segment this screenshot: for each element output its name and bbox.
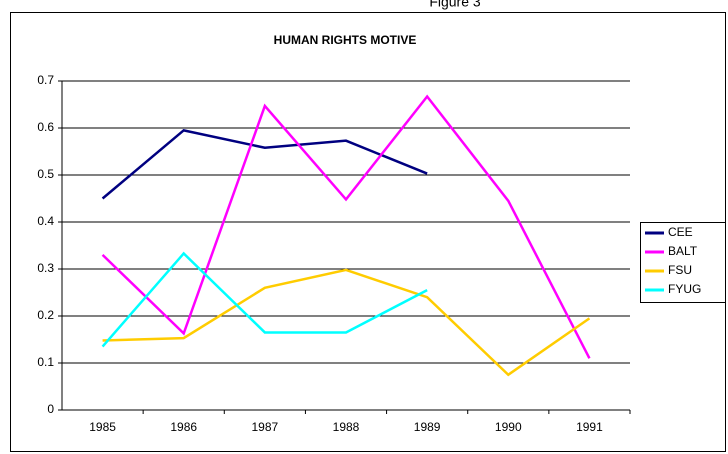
legend-label: FSU (668, 263, 692, 277)
chart-title: HUMAN RIGHTS MOTIVE (274, 33, 417, 47)
x-tick-label: 1988 (333, 420, 360, 434)
y-tick-label: 0.6 (37, 120, 54, 134)
x-tick-label: 1989 (414, 420, 441, 434)
chart-frame (10, 12, 726, 452)
x-tick-label: 1985 (89, 420, 116, 434)
x-tick-label: 1991 (576, 420, 603, 434)
y-tick-label: 0.3 (37, 261, 54, 275)
y-tick-label: 0.1 (37, 355, 54, 369)
x-tick-label: 1987 (252, 420, 279, 434)
x-tick-label: 1986 (170, 420, 197, 434)
line-series (101, 251, 428, 348)
line-series (101, 94, 591, 359)
legend-label: BALT (668, 244, 698, 258)
line-series (101, 128, 428, 200)
y-tick-label: 0.7 (37, 73, 54, 87)
legend-label: CEE (668, 225, 693, 239)
y-tick-label: 0 (47, 402, 54, 416)
x-tick-label: 1990 (495, 420, 522, 434)
y-tick-label: 0.2 (37, 308, 54, 322)
figure-caption: Figure 3 (429, 0, 481, 10)
y-tick-label: 0.4 (37, 214, 54, 228)
legend-label: FYUG (668, 282, 701, 296)
y-tick-label: 0.5 (37, 167, 54, 181)
line-series (102, 268, 591, 377)
